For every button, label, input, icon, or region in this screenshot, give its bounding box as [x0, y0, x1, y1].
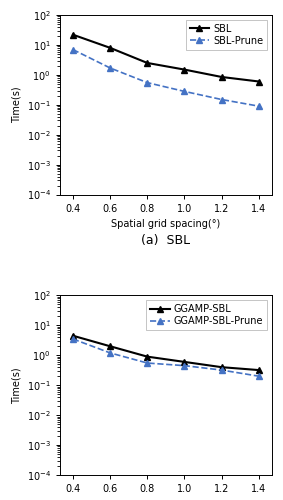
GGAMP-SBL [71, 332, 75, 338]
GGAMP-SBL-Prune [108, 350, 112, 356]
Line: GGAMP-SBL-Prune: GGAMP-SBL-Prune [70, 336, 262, 379]
SBL [145, 60, 149, 66]
Legend: SBL, SBL-Prune: SBL, SBL-Prune [186, 20, 267, 50]
GGAMP-SBL [145, 354, 149, 360]
Line: SBL-Prune: SBL-Prune [70, 47, 262, 109]
SBL [257, 78, 261, 84]
Line: GGAMP-SBL: GGAMP-SBL [70, 333, 262, 373]
SBL-Prune [108, 65, 112, 71]
GGAMP-SBL-Prune [71, 336, 75, 342]
SBL [220, 74, 223, 80]
SBL-Prune [183, 88, 186, 94]
GGAMP-SBL-Prune [145, 360, 149, 366]
GGAMP-SBL-Prune [183, 362, 186, 368]
GGAMP-SBL [257, 367, 261, 373]
SBL-Prune [71, 46, 75, 52]
GGAMP-SBL [220, 364, 223, 370]
SBL [71, 32, 75, 38]
SBL-Prune [145, 80, 149, 86]
Legend: GGAMP-SBL, GGAMP-SBL-Prune: GGAMP-SBL, GGAMP-SBL-Prune [146, 300, 267, 330]
GGAMP-SBL-Prune [220, 367, 223, 373]
X-axis label: Spatial grid spacing(°): Spatial grid spacing(°) [111, 219, 220, 229]
SBL-Prune [220, 96, 223, 102]
Line: SBL: SBL [70, 32, 262, 84]
Y-axis label: Time(s): Time(s) [11, 86, 21, 123]
Text: (a)  SBL: (a) SBL [141, 234, 190, 247]
SBL-Prune [257, 103, 261, 109]
GGAMP-SBL-Prune [257, 373, 261, 379]
GGAMP-SBL [183, 359, 186, 365]
SBL [108, 45, 112, 51]
Y-axis label: Time(s): Time(s) [11, 367, 21, 404]
GGAMP-SBL [108, 344, 112, 349]
SBL [183, 66, 186, 72]
